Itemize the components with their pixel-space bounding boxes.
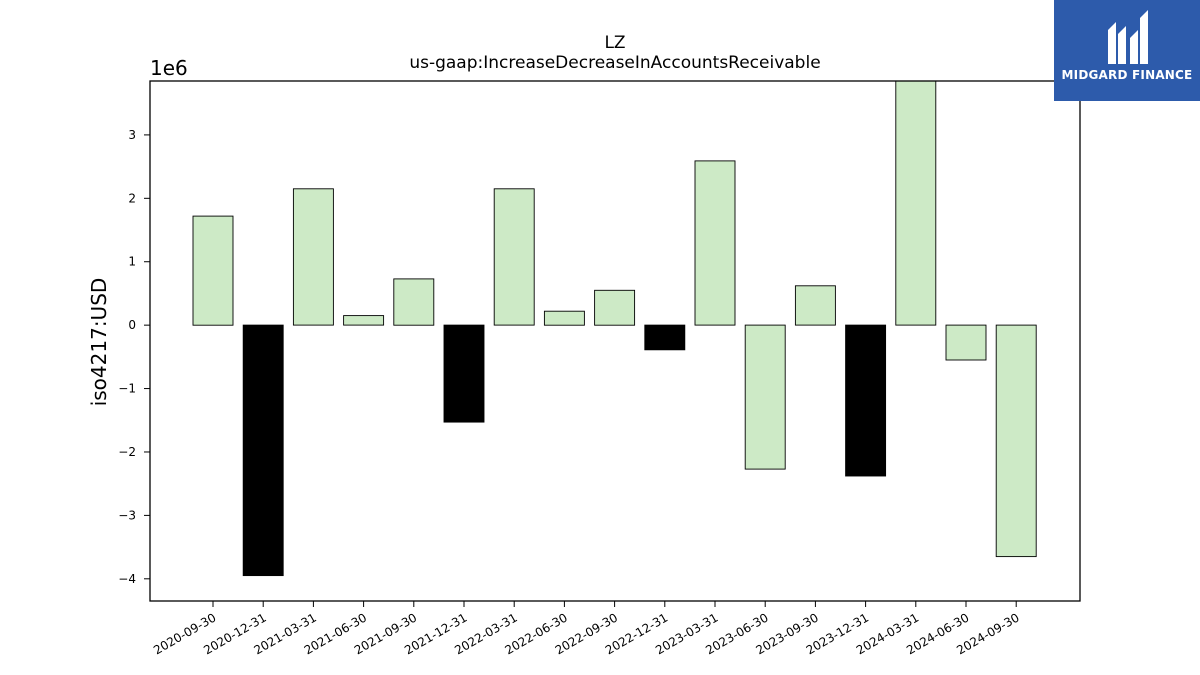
y-tick-label: 2 — [128, 191, 136, 205]
chart-subtitle: us-gaap:IncreaseDecreaseInAccountsReceiv… — [409, 53, 820, 73]
bar-2023-06-30 — [744, 324, 786, 470]
bar-2022-03-31 — [493, 188, 535, 326]
y-tick-label: 1 — [128, 255, 136, 269]
logo-text: MIDGARD FINANCE — [1061, 68, 1193, 82]
chart-title: LZ — [604, 33, 625, 53]
bar-2020-09-30 — [192, 215, 234, 326]
bar-2023-12-31 — [845, 324, 887, 477]
y-tick-label: −3 — [118, 508, 136, 522]
bar-2021-09-30 — [393, 278, 435, 326]
y-axis-offset-label: 1e6 — [150, 56, 188, 80]
plot-frame — [149, 80, 1081, 602]
midgard-finance-logo: MIDGARD FINANCE — [1054, 0, 1200, 101]
bar-2020-12-31 — [242, 324, 284, 577]
bar-2021-06-30 — [343, 315, 385, 326]
y-axis-ticks: −4 −3 −2 −1 0 1 2 3 — [118, 128, 150, 586]
bar-2021-03-31 — [292, 188, 334, 326]
bar-2023-09-30 — [794, 285, 836, 326]
bar-2024-06-30 — [945, 324, 987, 361]
midgard-m-logo-icon — [1108, 10, 1148, 64]
y-tick-label: −4 — [118, 572, 136, 586]
bar-2021-12-31 — [443, 324, 485, 423]
bar-2022-06-30 — [543, 310, 585, 326]
bar-2022-09-30 — [594, 289, 636, 326]
bar-2022-12-31 — [644, 324, 686, 351]
bar-2024-09-30 — [995, 324, 1037, 558]
bars-group — [192, 80, 1037, 577]
x-axis-ticks: 2020-09-302020-12-312021-03-312021-06-30… — [151, 601, 1022, 657]
y-tick-label: −1 — [118, 382, 136, 396]
y-tick-label: 3 — [128, 128, 136, 142]
y-tick-label: 0 — [128, 318, 136, 332]
bar-2023-03-31 — [694, 160, 736, 326]
y-axis-label: iso4217:USD — [87, 278, 111, 407]
bar-2024-03-31 — [895, 80, 937, 326]
y-tick-label: −2 — [118, 445, 136, 459]
